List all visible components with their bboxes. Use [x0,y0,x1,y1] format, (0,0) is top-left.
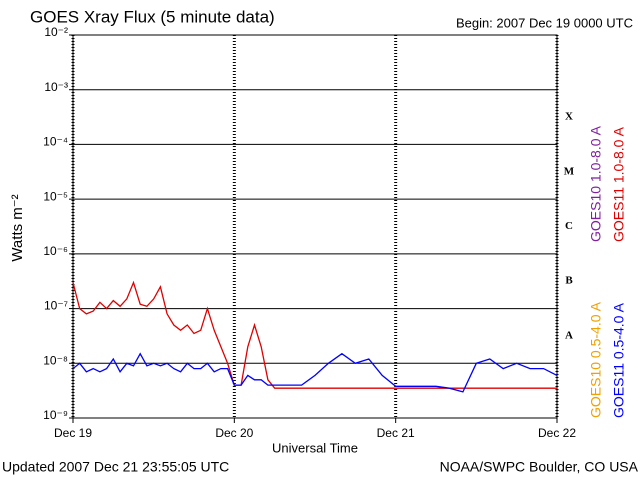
y-axis-label: Watts m⁻² [9,194,26,261]
flare-class: B [565,275,573,287]
x-tick-label: Dec 21 [377,426,415,440]
legend-entry: GOES11 1.0-8.0 A [611,126,627,242]
flare-class: A [565,329,573,341]
x-tick-label: Dec 20 [215,426,253,440]
flare-class: X [565,111,573,123]
y-tick-label: 10⁻⁴ [43,135,68,149]
series-line [72,352,558,393]
x-tick-label: Dec 22 [538,426,576,440]
y-tick-label: 10⁻⁸ [43,353,68,367]
legend-entry: GOES11 0.5-4.0 A [611,302,627,418]
y-tick-label: 10⁻⁷ [44,299,68,313]
legend-entry: GOES10 1.0-8.0 A [588,125,604,242]
y-tick-label: 10⁻⁹ [43,408,68,422]
footer-right: NOAA/SWPC Boulder, CO USA [440,459,639,475]
subtitle: Begin: 2007 Dec 19 0000 UTC [456,15,633,30]
series-line [72,280,557,389]
y-tick-label: 10⁻² [44,25,68,39]
y-tick-label: 10⁻³ [44,80,68,94]
legend-entry: GOES10 0.5-4.0 A [588,301,604,418]
y-tick-label: 10⁻⁵ [43,189,68,203]
flare-class: C [565,220,573,232]
x-axis-label: Universal Time [272,440,358,455]
y-tick-label: 10⁻⁶ [43,244,68,258]
footer-left: Updated 2007 Dec 21 23:55:05 UTC [2,459,229,475]
chart-title: GOES Xray Flux (5 minute data) [30,7,275,26]
flare-class: M [564,165,575,177]
x-tick-label: Dec 19 [54,426,92,440]
plot-area [72,34,558,419]
